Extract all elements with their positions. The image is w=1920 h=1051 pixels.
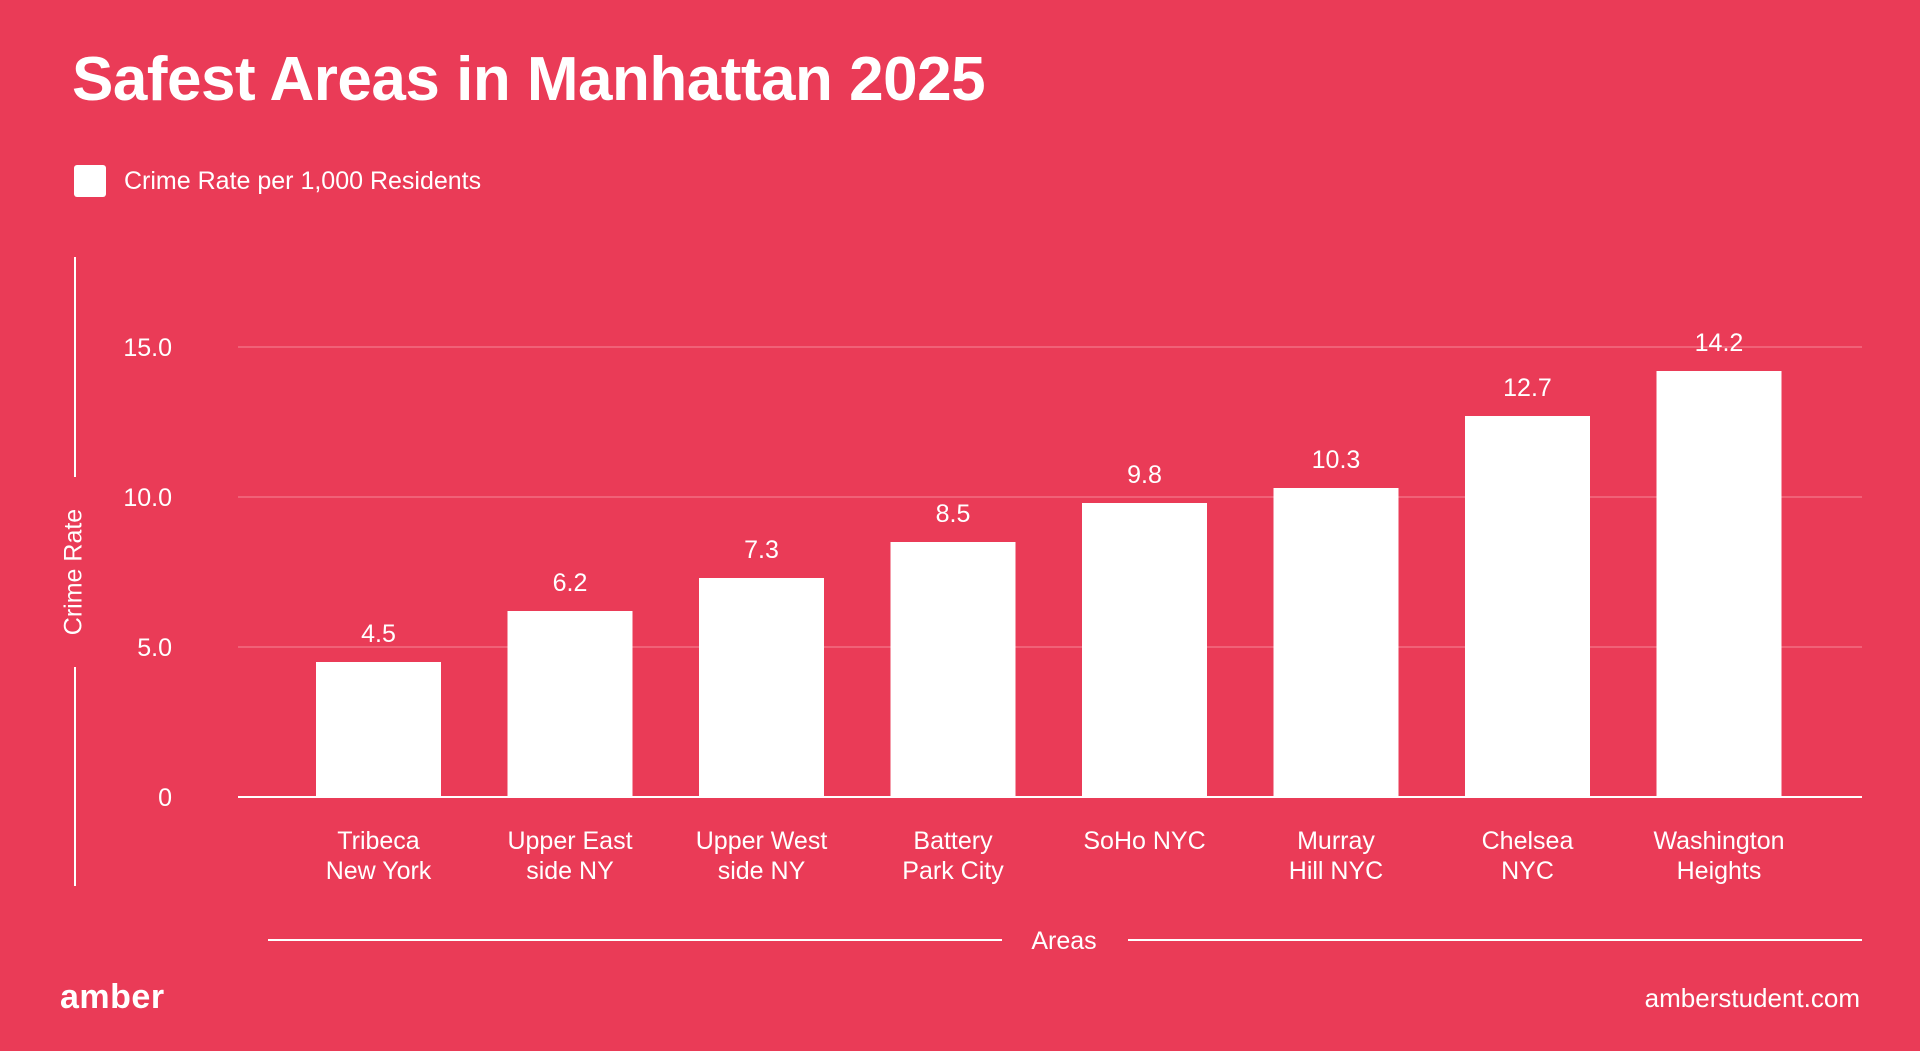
y-tick-label: 5.0 [137,634,172,662]
bar-value-label: 7.3 [744,536,779,564]
bar-value-label: 4.5 [361,620,396,648]
bar-value-label: 14.2 [1695,329,1744,357]
x-tick-label: Upper East [507,827,632,855]
x-tick-label: SoHo NYC [1083,827,1205,855]
x-tick-label: side NY [526,857,614,885]
bar [699,578,824,797]
x-tick-label: side NY [718,857,806,885]
y-axis-title: Crime Rate [60,509,88,635]
bar [507,611,633,797]
x-tick-label: Battery [913,827,993,855]
x-tick-label: Park City [902,857,1004,885]
footer-url: amberstudent.com [1644,983,1860,1013]
bar [1273,488,1399,797]
x-tick-label: Heights [1677,857,1762,885]
y-tick-label: 10.0 [123,484,172,512]
bar-value-label: 10.3 [1312,446,1361,474]
bar [1465,416,1590,797]
x-tick-label: Hill NYC [1289,857,1383,885]
x-tick-label: Murray [1297,827,1375,855]
chart-title: Safest Areas in Manhattan 2025 [72,45,986,114]
bar-value-label: 9.8 [1127,461,1162,489]
brand-logo: amber [60,978,165,1016]
bar [1082,503,1207,797]
bar-value-label: 8.5 [936,500,971,528]
y-tick-label: 0 [158,784,172,812]
x-tick-label: New York [326,857,432,885]
bar [1656,371,1782,797]
bar-value-label: 12.7 [1503,374,1552,402]
bar [316,662,441,797]
bar-value-label: 6.2 [553,569,588,597]
x-tick-label: NYC [1501,857,1554,885]
x-axis-title: Areas [1031,927,1096,955]
bar [890,542,1016,797]
y-tick-label: 15.0 [123,334,172,362]
legend-label: Crime Rate per 1,000 Residents [124,166,482,195]
legend: Crime Rate per 1,000 Residents [74,165,481,197]
x-tick-label: Chelsea [1482,827,1574,855]
x-tick-label: Upper West [696,827,828,855]
legend-swatch [74,165,106,197]
x-tick-label: Washington [1653,827,1784,855]
x-tick-label: Tribeca [337,827,420,855]
